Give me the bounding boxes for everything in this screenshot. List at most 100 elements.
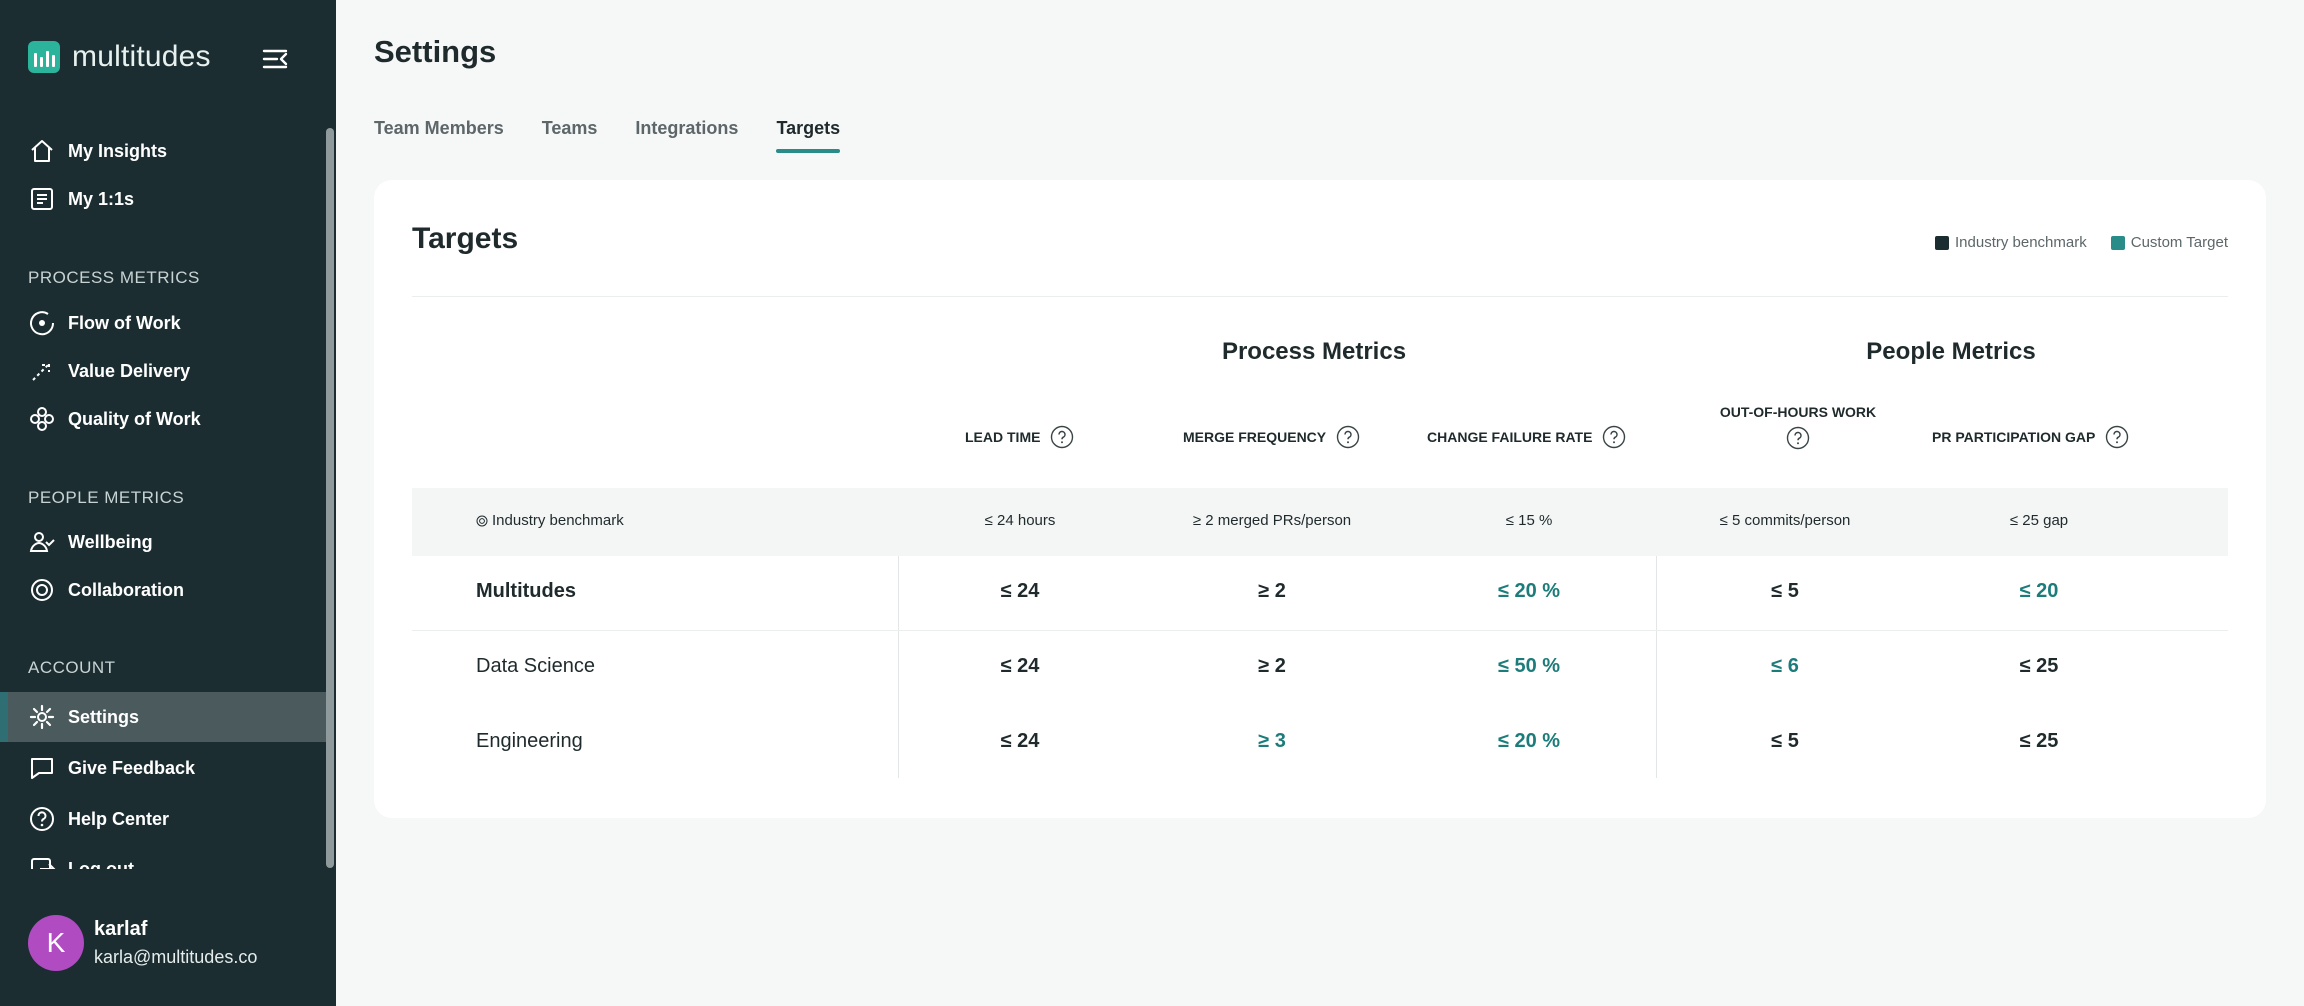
team-name: Data Science [476, 655, 595, 677]
sidebar-item-my-insights[interactable]: My Insights [0, 126, 326, 176]
sidebar-item-label: Give Feedback [68, 757, 196, 778]
sidebar-item-label: Value Delivery [68, 360, 191, 381]
quality-icon [30, 407, 54, 431]
sidebar-item-wellbeing[interactable]: Wellbeing [0, 517, 326, 567]
nav-section-title: ACCOUNT [28, 658, 116, 677]
table-row[interactable]: Engineering ≤ 24 ≥ 3 ≤ 20 % ≤ 5 ≤ 25 [412, 706, 2228, 780]
logout-icon [31, 858, 56, 869]
target-out-of-hours-work[interactable]: ≤ 5 [1771, 730, 1799, 752]
col-header-out-of-hours-work: OUT-OF-HOURS WORK [1698, 404, 1898, 450]
sidebar-item-give-feedback[interactable]: Give Feedback [0, 743, 326, 793]
tab-team-members[interactable]: Team Members [374, 118, 504, 138]
divider [412, 296, 2228, 297]
target-pr-participation-gap[interactable]: ≤ 25 [2019, 655, 2059, 677]
sidebar-scroll-thumb[interactable] [326, 128, 334, 868]
column-separator [898, 556, 899, 778]
user-profile[interactable]: K karlaf karla@multitudes.co [28, 915, 257, 971]
sidebar-item-help-center[interactable]: Help Center [0, 794, 326, 844]
user-email: karla@multitudes.co [94, 947, 258, 967]
target-pr-participation-gap[interactable]: ≤ 20 [2019, 580, 2059, 602]
benchmark-label: Industry benchmark [476, 512, 624, 529]
tab-targets[interactable]: Targets [776, 118, 840, 153]
targets-card: Targets Industry benchmark Custom Target… [374, 180, 2266, 818]
help-icon[interactable] [1786, 426, 1810, 450]
sidebar-item-value-delivery[interactable]: Value Delivery [0, 346, 326, 396]
page-title: Settings [374, 34, 497, 69]
help-icon[interactable] [1050, 425, 1074, 449]
benchmark-label-text: Industry benchmark [492, 512, 624, 529]
benchmark-pr-participation-gap: ≤ 25 gap [2009, 512, 2069, 529]
target-merge-frequency[interactable]: ≥ 2 [1258, 655, 1286, 677]
target-out-of-hours-work[interactable]: ≤ 6 [1771, 655, 1799, 677]
nav-section-title: PROCESS METRICS [28, 268, 200, 287]
help-icon[interactable] [1602, 425, 1626, 449]
table-row[interactable]: Multitudes ≤ 24 ≥ 2 ≤ 20 % ≤ 5 ≤ 20 [412, 556, 2228, 630]
target-merge-frequency[interactable]: ≥ 2 [1258, 580, 1286, 602]
legend-label: Industry benchmark [1955, 234, 2087, 251]
sidebar-item-label: Log out [68, 858, 134, 870]
target-lead-time[interactable]: ≤ 24 [1000, 580, 1040, 602]
target-icon [476, 515, 488, 526]
target-change-failure-rate[interactable]: ≤ 20 % [1497, 580, 1561, 602]
multitudes-logo-icon [28, 41, 60, 73]
collaboration-icon [31, 579, 53, 601]
col-header-label: PR PARTICIPATION GAP [1932, 429, 2096, 445]
col-header-label: MERGE FREQUENCY [1183, 429, 1327, 445]
sidebar-item-log-out[interactable]: Log out [0, 844, 326, 869]
group-title-process-metrics: Process Metrics [1221, 338, 1407, 365]
target-change-failure-rate[interactable]: ≤ 50 % [1497, 655, 1561, 677]
brand[interactable]: multitudes [28, 40, 211, 74]
sidebar-item-collaboration[interactable]: Collaboration [0, 565, 326, 615]
group-title-people-metrics: People Metrics [1866, 338, 2036, 365]
legend: Industry benchmark Custom Target [1935, 234, 2228, 251]
sidebar-item-label: Quality of Work [68, 408, 201, 429]
legend-swatch [2110, 235, 2125, 250]
tab-integrations[interactable]: Integrations [635, 118, 739, 138]
column-separator [1656, 556, 1657, 778]
sidebar-item-label: My Insights [68, 140, 168, 161]
benchmark-row: Industry benchmark ≤ 24 hours ≥ 2 merged… [412, 488, 2228, 556]
sidebar-item-label: Flow of Work [68, 312, 181, 333]
sidebar-item-label: Settings [68, 706, 140, 727]
sidebar-item-label: Collaboration [68, 579, 184, 600]
target-pr-participation-gap[interactable]: ≤ 25 [2019, 730, 2059, 752]
target-lead-time[interactable]: ≤ 24 [1000, 730, 1040, 752]
notes-icon [31, 188, 53, 210]
collapse-menu-icon[interactable] [262, 48, 288, 70]
benchmark-change-failure-rate: ≤ 15 % [1505, 512, 1553, 529]
help-icon[interactable] [1336, 425, 1360, 449]
sidebar-item-flow-of-work[interactable]: Flow of Work [0, 298, 326, 348]
legend-item-industry-benchmark: Industry benchmark [1935, 234, 2087, 251]
table-row[interactable]: Data Science ≤ 24 ≥ 2 ≤ 50 % ≤ 6 ≤ 25 [412, 631, 2228, 705]
card-title: Targets [412, 222, 519, 255]
team-name: Engineering [476, 730, 583, 752]
col-header-label: CHANGE FAILURE RATE [1427, 429, 1593, 445]
sidebar-item-settings[interactable]: Settings [0, 692, 326, 742]
flow-icon [30, 311, 55, 336]
benchmark-out-of-hours-work: ≤ 5 commits/person [1719, 512, 1851, 529]
chat-icon [31, 758, 53, 779]
benchmark-merge-frequency: ≥ 2 merged PRs/person [1192, 512, 1352, 529]
sidebar: multitudes My Insights My 1:1s PROCESS M… [0, 0, 336, 1006]
col-header-change-failure-rate: CHANGE FAILURE RATE [1427, 425, 1626, 449]
col-header-label: OUT-OF-HOURS WORK [1719, 404, 1877, 420]
sidebar-item-label: Wellbeing [68, 531, 153, 552]
sidebar-item-my-1-1s[interactable]: My 1:1s [0, 174, 326, 224]
col-header-lead-time: LEAD TIME [965, 425, 1074, 449]
target-lead-time[interactable]: ≤ 24 [1000, 655, 1040, 677]
legend-swatch [1935, 235, 1949, 250]
avatar: K [28, 915, 84, 971]
help-icon [30, 807, 54, 831]
sidebar-scrollbar[interactable] [326, 128, 334, 868]
target-change-failure-rate[interactable]: ≤ 20 % [1497, 730, 1561, 752]
user-name: karlaf [94, 918, 148, 940]
sidebar-nav: My Insights My 1:1s PROCESS METRICS Flow… [0, 124, 336, 869]
tab-teams[interactable]: Teams [541, 118, 598, 138]
legend-label: Custom Target [2130, 234, 2228, 251]
help-icon[interactable] [2105, 425, 2129, 449]
home-icon [31, 140, 53, 162]
target-out-of-hours-work[interactable]: ≤ 5 [1771, 580, 1799, 602]
target-merge-frequency[interactable]: ≥ 3 [1258, 730, 1286, 752]
sidebar-item-label: My 1:1s [68, 188, 135, 209]
sidebar-item-quality-of-work[interactable]: Quality of Work [0, 394, 326, 444]
